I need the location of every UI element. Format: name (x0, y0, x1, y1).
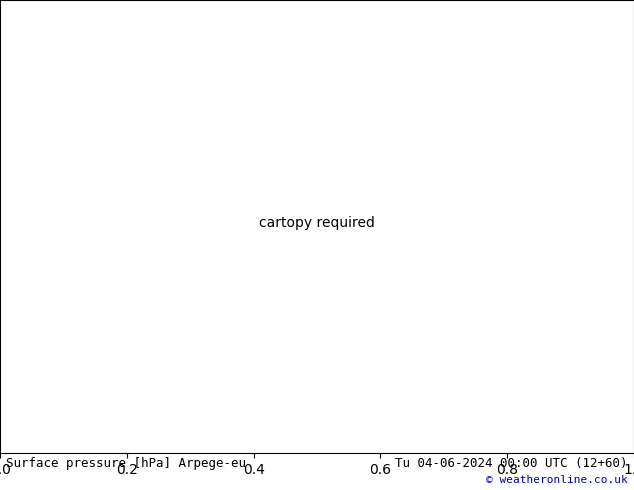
Text: © weatheronline.co.uk: © weatheronline.co.uk (486, 475, 628, 485)
Text: Surface pressure [hPa] Arpege-eu: Surface pressure [hPa] Arpege-eu (6, 457, 247, 469)
Text: cartopy required: cartopy required (259, 216, 375, 230)
Text: Tu 04-06-2024 00:00 UTC (12+60): Tu 04-06-2024 00:00 UTC (12+60) (395, 457, 628, 469)
